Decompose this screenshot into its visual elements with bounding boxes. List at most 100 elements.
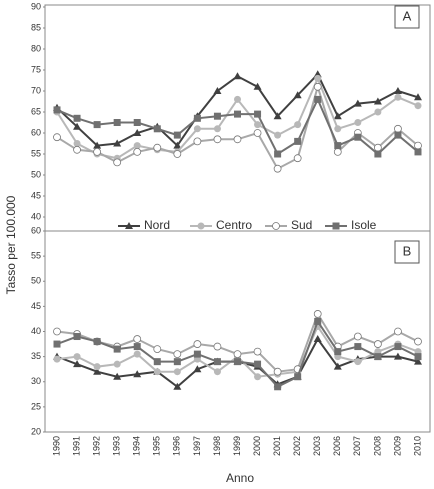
marker [93, 121, 101, 129]
marker [73, 140, 81, 147]
y-tick-label: 85 [31, 22, 41, 32]
marker [394, 327, 402, 336]
marker [213, 368, 221, 376]
marker [153, 358, 161, 366]
panel-label: A [403, 8, 412, 23]
marker [213, 135, 222, 144]
marker [173, 382, 182, 390]
marker [333, 112, 342, 120]
marker [113, 119, 121, 126]
x-tick-label: 2006 [332, 436, 342, 456]
marker [73, 145, 81, 154]
marker [133, 147, 142, 156]
marker [314, 317, 322, 325]
marker [253, 129, 262, 137]
marker [272, 222, 280, 230]
marker [93, 363, 101, 371]
marker [373, 340, 382, 348]
series-line [56, 72, 419, 148]
x-tick-label: 2002 [292, 436, 302, 456]
marker [173, 368, 181, 376]
x-axis-label: Anno [226, 471, 254, 485]
marker [193, 125, 201, 133]
marker [234, 358, 241, 366]
y-tick-label: 40 [31, 326, 41, 336]
marker [293, 91, 302, 99]
marker [73, 353, 81, 361]
marker [233, 72, 242, 80]
marker [374, 150, 382, 158]
marker [353, 99, 362, 107]
marker [254, 121, 262, 129]
marker [73, 114, 81, 122]
x-tick-label: 1991 [71, 436, 81, 456]
marker [333, 147, 342, 156]
marker [313, 335, 322, 343]
y-tick-label: 90 [31, 1, 41, 11]
y-tick-label: 80 [31, 43, 41, 53]
marker [173, 131, 181, 139]
marker [173, 150, 182, 158]
x-tick-label: 1993 [112, 436, 122, 456]
y-axis-label: Tasso per 100.000 [4, 195, 18, 294]
marker [274, 383, 282, 391]
marker [233, 135, 242, 144]
marker [353, 332, 362, 341]
x-tick-label: 1992 [91, 436, 101, 456]
marker [414, 337, 422, 346]
marker [133, 142, 141, 150]
marker [354, 119, 362, 126]
x-tick-label: 2009 [392, 436, 402, 456]
marker [394, 343, 402, 351]
marker [354, 133, 362, 141]
marker [213, 125, 221, 133]
marker [173, 358, 181, 366]
y-tick-label: 60 [31, 127, 41, 137]
marker [313, 70, 322, 78]
marker [213, 358, 221, 366]
marker [373, 143, 382, 152]
marker [332, 222, 340, 230]
x-tick-label: 1995 [152, 436, 162, 456]
panel-label: B [403, 243, 412, 258]
legend-label: Isole [351, 218, 377, 232]
marker [394, 124, 402, 133]
marker [53, 340, 61, 348]
marker [333, 362, 342, 370]
x-tick-label: 1994 [132, 436, 142, 456]
marker [414, 353, 422, 361]
marker [193, 137, 202, 146]
marker [294, 137, 302, 145]
marker [125, 222, 133, 229]
legend-label: Centro [216, 218, 252, 232]
x-tick-label: 2001 [272, 436, 282, 456]
x-tick-label: 1996 [172, 436, 182, 456]
marker [274, 150, 282, 158]
marker [354, 358, 362, 366]
marker [153, 345, 162, 353]
y-tick-label: 25 [31, 401, 41, 411]
y-tick-label: 45 [31, 301, 41, 311]
marker [414, 102, 422, 110]
marker [393, 352, 402, 360]
panel-a-frame [44, 4, 431, 232]
marker [393, 87, 402, 94]
marker [93, 338, 101, 346]
marker [273, 164, 282, 173]
marker [233, 350, 242, 359]
marker [414, 93, 422, 101]
marker [253, 82, 262, 90]
marker [294, 121, 302, 129]
marker [153, 143, 162, 152]
marker [113, 139, 122, 147]
marker [113, 158, 122, 167]
marker [293, 154, 302, 163]
panel-b-frame [44, 230, 431, 433]
marker [53, 355, 61, 363]
y-tick-label: 20 [31, 426, 41, 436]
panel-label-box [394, 5, 420, 29]
marker [414, 141, 422, 150]
marker [93, 147, 102, 156]
marker [394, 93, 402, 101]
marker [313, 82, 322, 91]
